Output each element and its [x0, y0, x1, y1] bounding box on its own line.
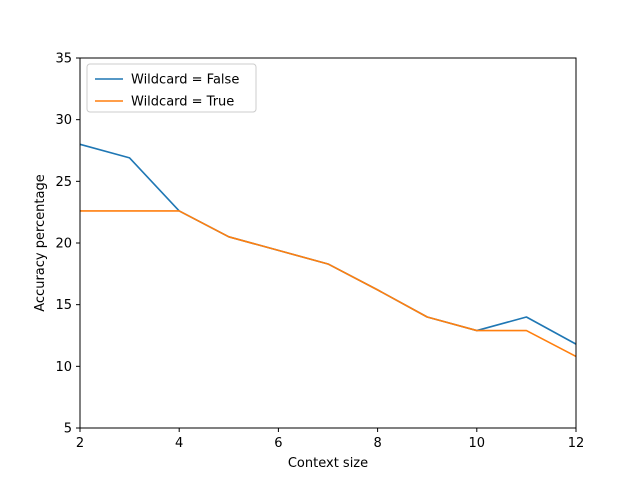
- legend: Wildcard = False Wildcard = True: [86, 63, 257, 113]
- series-layer: [79, 143, 577, 358]
- legend-entry: Wildcard = False: [131, 73, 239, 88]
- series-line-2: [80, 210, 577, 358]
- x-tick-label: 10: [469, 436, 486, 451]
- y-tick-label: 25: [55, 175, 72, 190]
- x-tick-label: 6: [274, 436, 282, 451]
- y-tick-label: 10: [55, 360, 72, 375]
- y-tick-label: 35: [55, 52, 72, 67]
- x-tick-label: 4: [175, 436, 183, 451]
- x-tick-label: 12: [568, 436, 585, 451]
- x-tick-label: 8: [373, 436, 381, 451]
- legend-box: [86, 63, 257, 113]
- ticks-layer: 2 4 6 8 10 12 5 10 15 20 25 30 35: [55, 52, 584, 452]
- x-axis-label: Context size: [288, 456, 368, 471]
- y-tick-label: 5: [64, 422, 72, 437]
- legend-entry: Wildcard = True: [131, 95, 234, 110]
- y-tick-label: 20: [55, 237, 72, 252]
- y-tick-label: 15: [55, 298, 72, 313]
- x-tick-label: 2: [76, 436, 84, 451]
- y-tick-label: 30: [55, 113, 72, 128]
- y-axis-label: Accuracy percentage: [33, 174, 48, 312]
